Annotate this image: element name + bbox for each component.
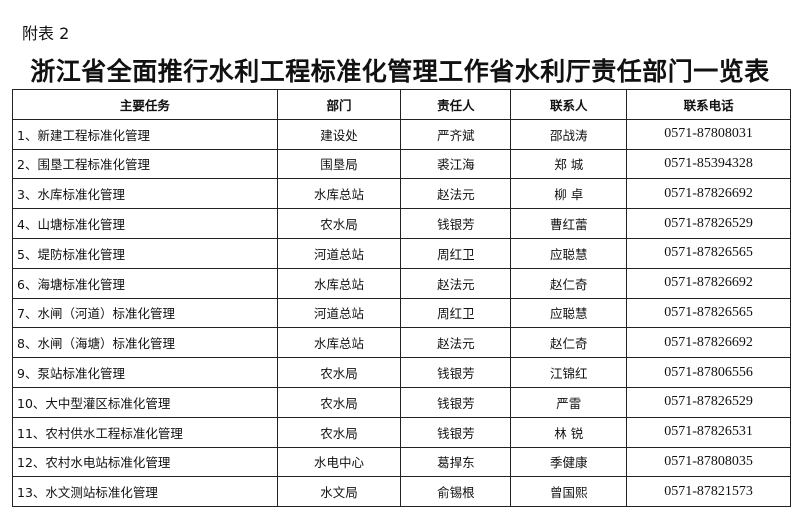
cell-task: 6、海塘标准化管理 bbox=[12, 267, 278, 299]
cell-contact-person: 严雷 bbox=[510, 386, 628, 418]
responsibility-table: 主要任务 部门 责任人 联系人 联系电话 1、新建工程标准化管理 建设处 严齐斌 邵战涛 057… bbox=[12, 89, 791, 508]
cell-responsible-person: 钱银芳 bbox=[400, 416, 512, 448]
cell-task: 4、山塘标准化管理 bbox=[12, 208, 278, 239]
column-header-contact-person: 联系人 bbox=[510, 89, 628, 120]
cell-phone: 0571-87826529 bbox=[626, 386, 791, 418]
cell-contact-person: 赵仁奇 bbox=[510, 327, 628, 359]
cell-department: 围垦局 bbox=[276, 148, 402, 180]
cell-task: 12、农村水电站标准化管理 bbox=[12, 446, 278, 478]
cell-contact-person: 邵战涛 bbox=[510, 118, 628, 150]
annex-label: 附表 2 bbox=[22, 24, 70, 43]
cell-department: 水电中心 bbox=[276, 446, 402, 478]
cell-phone: 0571-87826692 bbox=[626, 327, 791, 359]
cell-phone: 0571-87821573 bbox=[626, 476, 791, 508]
cell-responsible-person: 赵法元 bbox=[400, 267, 512, 299]
cell-task: 11、农村供水工程标准化管理 bbox=[12, 416, 278, 448]
cell-task: 9、泵站标准化管理 bbox=[12, 357, 278, 388]
cell-responsible-person: 俞锡根 bbox=[400, 476, 512, 508]
cell-phone: 0571-87826692 bbox=[626, 178, 791, 210]
cell-contact-person: 林 锐 bbox=[510, 416, 628, 448]
table-row: 7、水闸（河道）标准化管理 河道总站 周红卫 应聪慧 0571-87826565 bbox=[12, 297, 791, 329]
cell-phone: 0571-87826692 bbox=[626, 267, 791, 299]
cell-department: 农水局 bbox=[276, 416, 402, 448]
table-row: 13、水文测站标准化管理 水文局 俞锡根 曾国熙 0571-87821573 bbox=[12, 476, 791, 508]
table-row: 5、堤防标准化管理 河道总站 周红卫 应聪慧 0571-87826565 bbox=[12, 237, 791, 269]
cell-task: 10、大中型灌区标准化管理 bbox=[12, 386, 278, 418]
cell-department: 河道总站 bbox=[276, 237, 402, 269]
cell-task: 1、新建工程标准化管理 bbox=[12, 118, 278, 150]
cell-department: 农水局 bbox=[276, 357, 402, 388]
cell-responsible-person: 赵法元 bbox=[400, 178, 512, 210]
cell-responsible-person: 钱银芳 bbox=[400, 208, 512, 239]
cell-department: 河道总站 bbox=[276, 297, 402, 329]
cell-responsible-person: 葛捍东 bbox=[400, 446, 512, 478]
cell-contact-person: 曹红蕾 bbox=[510, 208, 628, 239]
cell-contact-person: 郑 城 bbox=[510, 148, 628, 180]
cell-contact-person: 季健康 bbox=[510, 446, 628, 478]
cell-phone: 0571-87826565 bbox=[626, 297, 791, 329]
cell-task: 2、围垦工程标准化管理 bbox=[12, 148, 278, 180]
table-row: 12、农村水电站标准化管理 水电中心 葛捍东 季健康 0571-87808035 bbox=[12, 446, 791, 478]
cell-department: 水文局 bbox=[276, 476, 402, 508]
page-title: 浙江省全面推行水利工程标准化管理工作省水利厅责任部门一览表 bbox=[30, 57, 770, 86]
cell-phone: 0571-87808035 bbox=[626, 446, 791, 478]
table-row: 6、海塘标准化管理 水库总站 赵法元 赵仁奇 0571-87826692 bbox=[12, 267, 791, 299]
cell-task: 8、水闸（海塘）标准化管理 bbox=[12, 327, 278, 359]
cell-responsible-person: 钱银芳 bbox=[400, 357, 512, 388]
cell-phone: 0571-87808031 bbox=[626, 118, 791, 150]
cell-contact-person: 赵仁奇 bbox=[510, 267, 628, 299]
cell-department: 农水局 bbox=[276, 208, 402, 239]
cell-responsible-person: 赵法元 bbox=[400, 327, 512, 359]
cell-department: 建设处 bbox=[276, 118, 402, 150]
cell-department: 水库总站 bbox=[276, 327, 402, 359]
cell-department: 水库总站 bbox=[276, 178, 402, 210]
table-row: 4、山塘标准化管理 农水局 钱银芳 曹红蕾 0571-87826529 bbox=[12, 208, 791, 239]
cell-department: 农水局 bbox=[276, 386, 402, 418]
cell-contact-person: 应聪慧 bbox=[510, 297, 628, 329]
cell-task: 5、堤防标准化管理 bbox=[12, 237, 278, 269]
cell-phone: 0571-87826529 bbox=[626, 208, 791, 239]
cell-phone: 0571-85394328 bbox=[626, 148, 791, 180]
cell-responsible-person: 周红卫 bbox=[400, 297, 512, 329]
cell-responsible-person: 钱银芳 bbox=[400, 386, 512, 418]
table-row: 1、新建工程标准化管理 建设处 严齐斌 邵战涛 0571-87808031 bbox=[12, 118, 791, 150]
cell-task: 3、水库标准化管理 bbox=[12, 178, 278, 210]
table-row: 10、大中型灌区标准化管理 农水局 钱银芳 严雷 0571-87826529 bbox=[12, 386, 791, 418]
cell-contact-person: 柳 卓 bbox=[510, 178, 628, 210]
table-header-row: 主要任务 部门 责任人 联系人 联系电话 bbox=[12, 89, 791, 120]
table-row: 3、水库标准化管理 水库总站 赵法元柳 卓 0571-87826692 bbox=[12, 178, 791, 210]
table-row: 11、农村供水工程标准化管理 农水局 钱银芳林 锐 0571-87826531 bbox=[12, 416, 791, 448]
cell-department: 水库总站 bbox=[276, 267, 402, 299]
column-header-task: 主要任务 bbox=[12, 89, 278, 120]
cell-task: 13、水文测站标准化管理 bbox=[12, 476, 278, 508]
cell-contact-person: 江锦红 bbox=[510, 357, 628, 388]
column-header-responsible-person: 责任人 bbox=[400, 89, 512, 120]
table-row: 9、泵站标准化管理 农水局 钱银芳 江锦红 0571-87806556 bbox=[12, 357, 791, 388]
table-row: 8、水闸（海塘）标准化管理 水库总站 赵法元 赵仁奇 0571-87826692 bbox=[12, 327, 791, 359]
table-row: 2、围垦工程标准化管理 围垦局 裘江海郑 城 0571-85394328 bbox=[12, 148, 791, 180]
cell-phone: 0571-87826565 bbox=[626, 237, 791, 269]
cell-phone: 0571-87806556 bbox=[626, 357, 791, 388]
cell-responsible-person: 裘江海 bbox=[400, 148, 512, 180]
cell-task: 7、水闸（河道）标准化管理 bbox=[12, 297, 278, 329]
cell-contact-person: 应聪慧 bbox=[510, 237, 628, 269]
cell-contact-person: 曾国熙 bbox=[510, 476, 628, 508]
column-header-phone: 联系电话 bbox=[626, 89, 791, 120]
cell-phone: 0571-87826531 bbox=[626, 416, 791, 448]
cell-responsible-person: 严齐斌 bbox=[400, 118, 512, 150]
column-header-department: 部门 bbox=[276, 89, 402, 120]
cell-responsible-person: 周红卫 bbox=[400, 237, 512, 269]
